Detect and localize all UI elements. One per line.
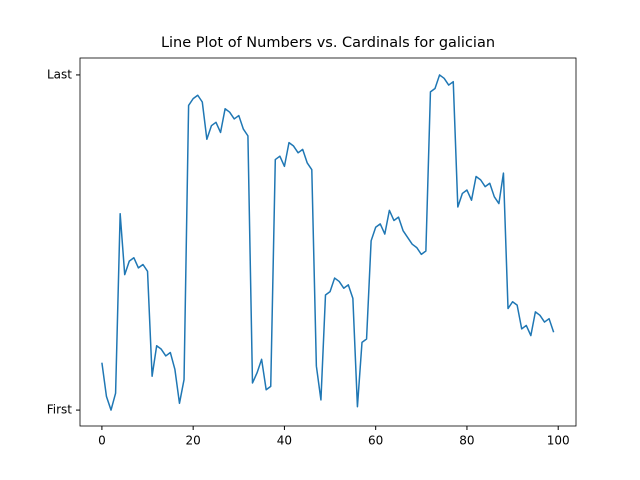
y-tick-label: Last	[47, 67, 72, 81]
x-tick-label: 80	[459, 434, 474, 448]
x-tick-label: 60	[368, 434, 383, 448]
x-tick-label: 0	[98, 434, 106, 448]
plot-frame	[79, 57, 577, 427]
chart-title: Line Plot of Numbers vs. Cardinals for g…	[161, 35, 495, 51]
x-tick-label: 100	[547, 434, 570, 448]
y-tick-label: First	[47, 403, 73, 417]
series-line	[101, 74, 555, 411]
x-tick-label: 40	[277, 434, 292, 448]
x-tick-label: 20	[186, 434, 201, 448]
